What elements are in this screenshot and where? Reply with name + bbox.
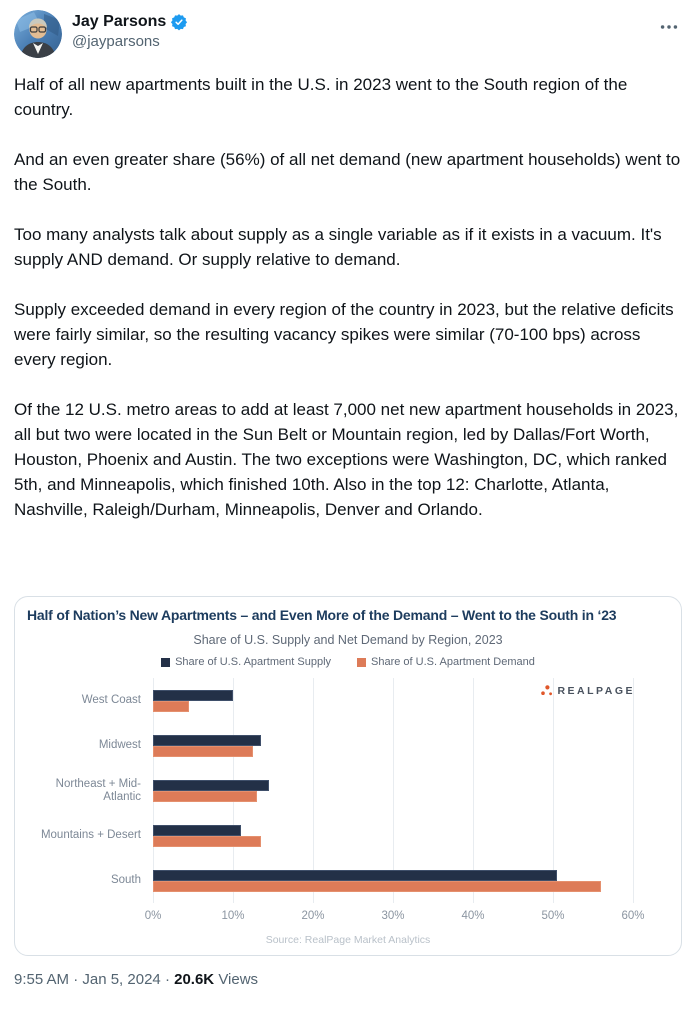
chart-legend: Share of U.S. Apartment Supply Share of … bbox=[27, 656, 669, 668]
supply-bar bbox=[153, 869, 557, 881]
category-label: Northeast + Mid-Atlantic bbox=[55, 777, 141, 803]
demand-bar bbox=[153, 790, 257, 802]
legend-item-demand: Share of U.S. Apartment Demand bbox=[357, 656, 535, 668]
x-tick: 0% bbox=[144, 910, 162, 922]
category-label: Mountains + Desert bbox=[40, 829, 141, 841]
more-button[interactable] bbox=[656, 10, 682, 49]
tweet-paragraph: Supply exceeded demand in every region o… bbox=[14, 300, 674, 369]
chart-image-card[interactable]: Half of Nation’s New Apartments – and Ev… bbox=[14, 596, 682, 956]
views-label: Views bbox=[218, 971, 259, 988]
legend-label: Share of U.S. Apartment Supply bbox=[175, 656, 332, 668]
supply-bar bbox=[153, 734, 261, 746]
avatar-photo bbox=[14, 10, 62, 58]
x-tick: 50% bbox=[541, 910, 565, 922]
chart-row: Mountains + Desert bbox=[27, 813, 669, 858]
x-tick: 40% bbox=[461, 910, 485, 922]
chart-row: South bbox=[27, 858, 669, 903]
realpage-logo-text: REALPAGE bbox=[557, 684, 635, 697]
tweet-footer: 9:55 AM · Jan 5, 2024 · 20.6K Views bbox=[14, 971, 682, 988]
category-label: Midwest bbox=[98, 739, 141, 751]
more-icon bbox=[660, 25, 678, 29]
avatar[interactable] bbox=[14, 10, 62, 58]
demand-bar bbox=[153, 700, 189, 712]
chart-row: West Coast bbox=[27, 678, 669, 723]
legend-item-supply: Share of U.S. Apartment Supply bbox=[161, 656, 331, 668]
views-count: 20.6K bbox=[174, 971, 215, 988]
supply-swatch bbox=[161, 657, 171, 667]
x-tick: 20% bbox=[301, 910, 325, 922]
timestamp: 9:55 AM · Jan 5, 2024 bbox=[14, 971, 161, 988]
x-tick: 60% bbox=[621, 910, 645, 922]
chart-plot-area: REALPAGE West Coast Midwest Northeast + … bbox=[27, 678, 669, 903]
identity-block: Jay Parsons @jayparsons bbox=[72, 10, 188, 50]
tweet-paragraph: Half of all new apartments built in the … bbox=[14, 75, 628, 119]
x-tick: 30% bbox=[381, 910, 405, 922]
x-tick: 10% bbox=[221, 910, 245, 922]
x-axis: 0% 10% 20% 30% 40% 50% 60% bbox=[145, 910, 669, 925]
chart-row: Midwest bbox=[27, 723, 669, 768]
chart-rows: West Coast Midwest Northeast + Mid-Atlan… bbox=[27, 678, 669, 903]
realpage-dots-icon bbox=[541, 685, 553, 696]
tweet-header: Jay Parsons @jayparsons bbox=[14, 10, 682, 58]
user-handle[interactable]: @jayparsons bbox=[72, 33, 160, 50]
tweet-paragraph: And an even greater share (56%) of all n… bbox=[14, 150, 681, 194]
demand-bar bbox=[153, 745, 253, 757]
tweet-paragraph: Of the 12 U.S. metro areas to add at lea… bbox=[14, 400, 679, 519]
supply-bar bbox=[153, 824, 241, 836]
supply-bar bbox=[153, 689, 233, 701]
tweet-paragraph: Too many analysts talk about supply as a… bbox=[14, 225, 662, 269]
chart-subtitle: Share of U.S. Supply and Net Demand by R… bbox=[193, 633, 503, 647]
demand-swatch bbox=[357, 657, 367, 667]
category-label: South bbox=[110, 874, 141, 886]
demand-bar bbox=[153, 880, 601, 892]
tweet-text: Half of all new apartments built in the … bbox=[14, 72, 682, 596]
verified-badge-icon bbox=[171, 14, 188, 31]
realpage-logo: REALPAGE bbox=[540, 684, 635, 697]
legend-label: Share of U.S. Apartment Demand bbox=[371, 656, 535, 668]
category-label: West Coast bbox=[81, 694, 141, 706]
display-name[interactable]: Jay Parsons bbox=[72, 13, 167, 30]
chart-source: Source: RealPage Market Analytics bbox=[265, 934, 431, 946]
chart-title: Half of Nation’s New Apartments – and Ev… bbox=[27, 607, 617, 623]
chart-row: Northeast + Mid-Atlantic bbox=[27, 768, 669, 813]
demand-bar bbox=[153, 835, 261, 847]
supply-bar bbox=[153, 779, 269, 791]
separator: · bbox=[164, 971, 170, 988]
